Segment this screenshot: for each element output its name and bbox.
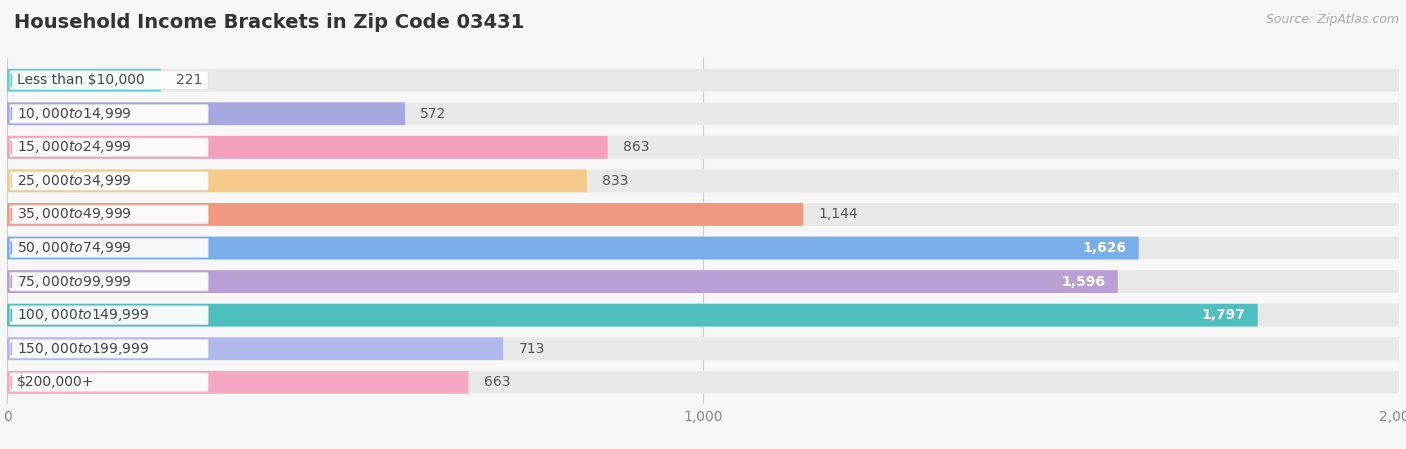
Text: 1,596: 1,596 xyxy=(1062,275,1105,289)
FancyBboxPatch shape xyxy=(7,237,1139,260)
Text: 1,797: 1,797 xyxy=(1201,308,1246,322)
Text: $150,000 to $199,999: $150,000 to $199,999 xyxy=(17,341,149,357)
FancyBboxPatch shape xyxy=(7,237,1399,260)
FancyBboxPatch shape xyxy=(7,102,405,125)
FancyBboxPatch shape xyxy=(10,373,208,392)
FancyBboxPatch shape xyxy=(7,136,1399,159)
FancyBboxPatch shape xyxy=(7,304,1399,326)
FancyBboxPatch shape xyxy=(10,205,208,224)
FancyBboxPatch shape xyxy=(10,272,208,291)
Text: $100,000 to $149,999: $100,000 to $149,999 xyxy=(17,307,149,323)
Text: $15,000 to $24,999: $15,000 to $24,999 xyxy=(17,139,132,155)
FancyBboxPatch shape xyxy=(7,270,1118,293)
FancyBboxPatch shape xyxy=(7,169,1399,192)
Text: 663: 663 xyxy=(484,375,510,389)
Text: $35,000 to $49,999: $35,000 to $49,999 xyxy=(17,207,132,222)
FancyBboxPatch shape xyxy=(10,306,208,325)
Text: Source: ZipAtlas.com: Source: ZipAtlas.com xyxy=(1265,13,1399,26)
Text: Less than $10,000: Less than $10,000 xyxy=(17,73,145,87)
FancyBboxPatch shape xyxy=(7,304,1258,326)
FancyBboxPatch shape xyxy=(10,71,208,89)
FancyBboxPatch shape xyxy=(7,169,586,192)
FancyBboxPatch shape xyxy=(10,339,208,358)
FancyBboxPatch shape xyxy=(10,138,208,157)
FancyBboxPatch shape xyxy=(7,371,1399,394)
Text: 221: 221 xyxy=(176,73,202,87)
FancyBboxPatch shape xyxy=(7,136,607,159)
FancyBboxPatch shape xyxy=(7,337,503,360)
Text: 1,144: 1,144 xyxy=(818,207,858,221)
Text: 713: 713 xyxy=(519,342,546,356)
FancyBboxPatch shape xyxy=(10,239,208,257)
Text: 863: 863 xyxy=(623,141,650,154)
Text: 1,626: 1,626 xyxy=(1083,241,1126,255)
FancyBboxPatch shape xyxy=(7,69,1399,92)
FancyBboxPatch shape xyxy=(10,105,208,123)
Text: $200,000+: $200,000+ xyxy=(17,375,94,389)
FancyBboxPatch shape xyxy=(7,203,803,226)
FancyBboxPatch shape xyxy=(7,270,1399,293)
Text: $75,000 to $99,999: $75,000 to $99,999 xyxy=(17,273,132,290)
FancyBboxPatch shape xyxy=(7,102,1399,125)
Text: $50,000 to $74,999: $50,000 to $74,999 xyxy=(17,240,132,256)
FancyBboxPatch shape xyxy=(7,203,1399,226)
Text: $10,000 to $14,999: $10,000 to $14,999 xyxy=(17,106,132,122)
FancyBboxPatch shape xyxy=(7,371,468,394)
FancyBboxPatch shape xyxy=(7,69,160,92)
Text: 833: 833 xyxy=(602,174,628,188)
Text: $25,000 to $34,999: $25,000 to $34,999 xyxy=(17,173,132,189)
FancyBboxPatch shape xyxy=(7,337,1399,360)
FancyBboxPatch shape xyxy=(10,172,208,190)
Text: 572: 572 xyxy=(420,107,447,121)
Text: Household Income Brackets in Zip Code 03431: Household Income Brackets in Zip Code 03… xyxy=(14,13,524,32)
